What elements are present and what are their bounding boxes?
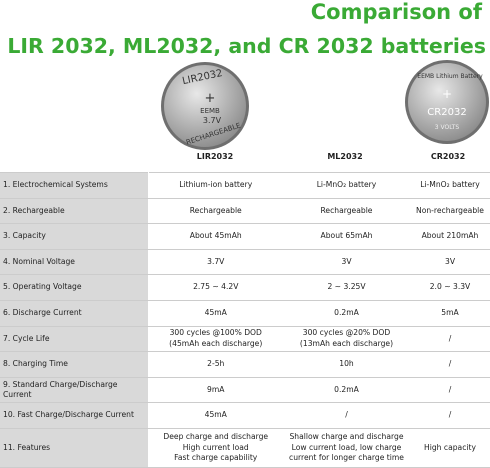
cell: 10h	[283, 351, 410, 378]
cell: Lithium-ion battery	[148, 172, 283, 199]
table-row: 8. Charging Time 2-5h 10h /	[0, 351, 490, 378]
row-label: 1. Electrochemical Systems	[0, 172, 149, 199]
marking: 3.7V	[203, 116, 222, 125]
table-row: 5. Operating Voltage 2.75 ~ 4.2V 2 ~ 3.25V…	[0, 274, 490, 301]
row-label: 9. Standard Charge/Discharge Current	[0, 376, 149, 404]
row-label: 3. Capacity	[0, 223, 149, 250]
cr2032-coin: EEMB Lithium Battery + CR2032 3 VOLTS	[405, 60, 489, 144]
cell: 0.2mA	[283, 376, 410, 404]
cell: 3V	[410, 248, 490, 276]
plus: +	[205, 91, 216, 106]
cell: High capacity	[410, 427, 490, 468]
cell: /	[410, 325, 490, 353]
cell: Li-MnO₂ battery	[410, 172, 490, 199]
battery-name: CR2032	[430, 152, 466, 161]
cell: /	[410, 402, 490, 429]
cell: 45mA	[148, 402, 283, 429]
cell: 2.0 ~ 3.3V	[410, 274, 490, 301]
cell: 3.7V	[148, 248, 283, 276]
cell: About 210mAh	[410, 223, 490, 250]
cell: Li-MnO₂ battery	[283, 172, 410, 199]
cell: Deep charge and discharge High current l…	[148, 427, 283, 468]
cell: 0.2mA	[283, 299, 410, 327]
plus: +	[442, 87, 452, 101]
cell: /	[283, 402, 410, 429]
title: Comparison of	[310, 0, 482, 24]
lir2032-coin: LIR2032 + EEMB 3.7V RECHARGEABLE	[161, 62, 249, 150]
battery-images: LIR2032 + EEMB 3.7V RECHARGEABLE EEMB Li…	[161, 60, 489, 150]
title: LIR 2032, ML2032, and CR 2032 batteries	[7, 34, 486, 58]
table-row: 6. Discharge Current 45mA 0.2mA 5mA	[0, 299, 490, 327]
table-row: 9. Standard Charge/Discharge Current 9mA 0…	[0, 376, 490, 404]
row-label: 10. Fast Charge/Discharge Current	[0, 402, 149, 429]
cell: About 65mAh	[283, 223, 410, 250]
cell: Rechargeable	[283, 197, 410, 225]
row-label: 11. Features	[0, 427, 149, 468]
table-row: 1. Electrochemical Systems Lithium-ion ba…	[0, 172, 490, 199]
table-row: 2. Rechargeable Rechargeable Rechargeable N…	[0, 197, 490, 225]
table-body: 1. Electrochemical Systems Lithium-ion ba…	[0, 172, 490, 468]
marking: EEMB	[200, 107, 220, 115]
comparison-table: 1. Electrochemical Systems Lithium-ion ba…	[0, 172, 490, 468]
cell: Shallow charge and discharge Low current…	[283, 427, 410, 468]
marking: 3 VOLTS	[435, 124, 460, 131]
row-label: 4. Nominal Voltage	[0, 248, 149, 276]
cell: /	[410, 351, 490, 378]
cell: 2.75 ~ 4.2V	[148, 274, 283, 301]
table-row: 3. Capacity About 45mAh About 65mAh About 2…	[0, 223, 490, 250]
row-label: 8. Charging Time	[0, 351, 149, 378]
table-row: 7. Cycle Life 300 cycles @100% DOD (45mAh…	[0, 325, 490, 353]
cell: Non-rechargeable	[410, 197, 490, 225]
cell: 5mA	[410, 299, 490, 327]
table-row: 10. Fast Charge/Discharge Current 45mA / /	[0, 402, 490, 429]
table-row: 11. Features Deep charge and discharge Hi…	[0, 427, 490, 468]
row-label: 5. Operating Voltage	[0, 274, 149, 301]
row-label: 2. Rechargeable	[0, 197, 149, 225]
cell: /	[410, 376, 490, 404]
cell: About 45mAh	[148, 223, 283, 250]
cell: 45mA	[148, 299, 283, 327]
table-row: 4. Nominal Voltage 3.7V 3V 3V	[0, 248, 490, 276]
marking: EEMB Lithium Battery	[417, 73, 483, 80]
row-label: 7. Cycle Life	[0, 325, 149, 353]
cell: 2-5h	[148, 351, 283, 378]
cell: 300 cycles @100% DOD (45mAh each dischar…	[148, 325, 283, 353]
cell: 2 ~ 3.25V	[283, 274, 410, 301]
cell: 300 cycles @20% DOD (13mAh each discharg…	[283, 325, 410, 353]
battery-name: ML2032	[327, 152, 363, 161]
marking: CR2032	[427, 107, 466, 118]
row-label: 6. Discharge Current	[0, 299, 149, 327]
cell: 3V	[283, 248, 410, 276]
cell: Rechargeable	[148, 197, 283, 225]
battery-name: LIR2032	[196, 152, 234, 161]
cell: 9mA	[148, 376, 283, 404]
